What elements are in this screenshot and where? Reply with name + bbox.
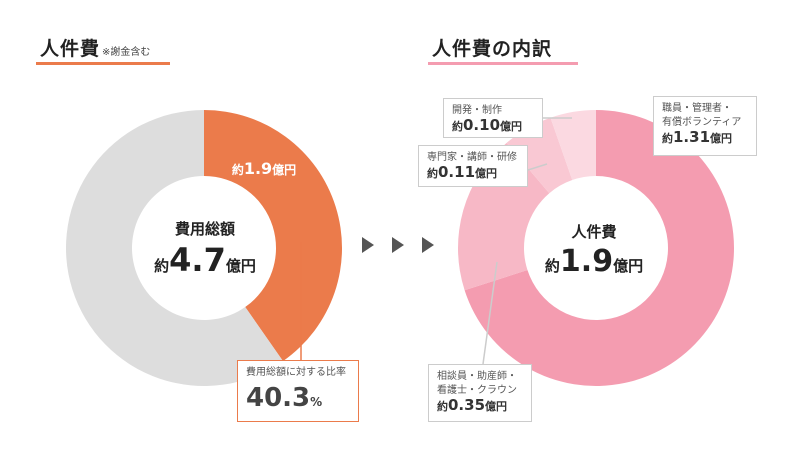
ratio-unit: % bbox=[310, 395, 323, 409]
right-title: 人件費の内訳 bbox=[432, 38, 553, 60]
left-slice-label: 約1.9億円 bbox=[231, 159, 297, 178]
leader-counselor bbox=[482, 261, 498, 365]
right-center-label: 人件費 bbox=[571, 223, 617, 241]
left-center-unit: 億円 bbox=[225, 257, 256, 275]
left-title-note: ※謝金含む bbox=[102, 47, 151, 58]
slice-staff bbox=[464, 110, 734, 387]
ratio-callout: 費用総額に対する比率 40.3% bbox=[237, 360, 359, 422]
callout-staff: 職員・管理者・ 有償ボランティア 約1.31億円 bbox=[653, 96, 757, 156]
slice-other bbox=[65, 110, 283, 387]
callout-counselor: 相談員・助産師・ 看護士・クラウン 約0.35億円 bbox=[428, 364, 532, 422]
ratio-label: 費用総額に対する比率 bbox=[246, 367, 346, 378]
leader-expert bbox=[527, 163, 548, 171]
left-center-label: 費用総額 bbox=[174, 220, 235, 238]
right-center: 人件費 約1.9億円 bbox=[519, 221, 669, 279]
left-center: 費用総額 約4.7億円 bbox=[130, 218, 280, 279]
slice-personnel bbox=[204, 110, 342, 362]
arrow-icon-1 bbox=[362, 237, 374, 253]
ratio-value: 40.3 bbox=[246, 383, 311, 413]
left-center-prefix: 約 bbox=[154, 257, 170, 275]
left-title: 人件費 ※謝金含む bbox=[40, 38, 151, 60]
right-center-value: 1.9 bbox=[559, 244, 614, 279]
left-donut-chart bbox=[65, 110, 342, 387]
left-title-underline bbox=[36, 62, 170, 65]
left-slice-value: 1.9 bbox=[243, 159, 273, 178]
arrow-icon-2 bbox=[392, 237, 404, 253]
callout-expert: 専門家・講師・研修 約0.11億円 bbox=[418, 145, 528, 187]
callout-dev: 開発・制作 約0.10億円 bbox=[443, 98, 543, 138]
left-center-value: 4.7 bbox=[169, 241, 226, 279]
slice-dev bbox=[550, 110, 596, 181]
right-title-underline bbox=[428, 62, 578, 65]
arrow-icon-3 bbox=[422, 237, 434, 253]
leader-lines bbox=[300, 117, 572, 365]
